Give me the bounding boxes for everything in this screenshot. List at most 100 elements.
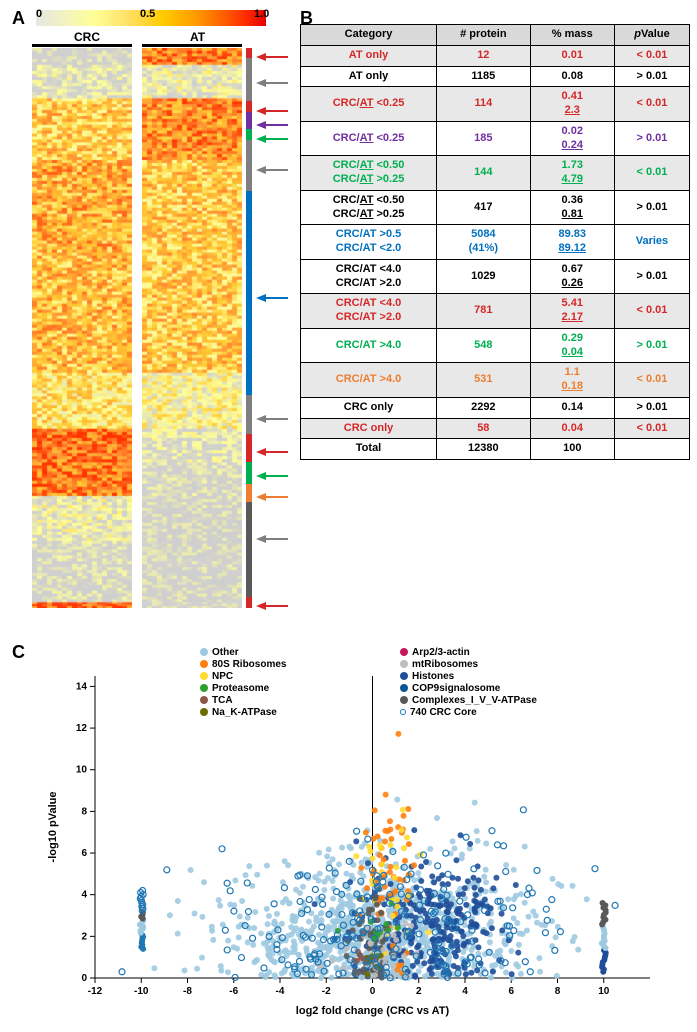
table-row: CRC/AT <0.251140.412.3< 0.01: [301, 87, 690, 122]
svg-text:-8: -8: [183, 986, 192, 997]
sidestrip-segment: [246, 140, 252, 190]
cell-mass: 0.360.81: [530, 190, 614, 225]
cell-mass: 0.01: [530, 45, 614, 66]
cell-category: CRC only: [301, 397, 437, 418]
legend-item: mtRibosomes: [400, 659, 600, 670]
svg-text:14: 14: [76, 681, 88, 692]
cell-mass: 89.8389.12: [530, 225, 614, 260]
side-arrow: [256, 489, 290, 507]
cell-pvalue: < 0.01: [614, 418, 689, 439]
svg-text:2: 2: [81, 931, 87, 942]
sidestrip-segment: [246, 484, 252, 502]
sidestrip-segment: [246, 502, 252, 597]
table-row: CRC/AT <4.0CRC/AT >2.07815.412.17< 0.01: [301, 294, 690, 329]
cell-category: CRC/AT <0.25: [301, 121, 437, 156]
cell-mass: 0.670.26: [530, 259, 614, 294]
svg-text:6: 6: [81, 848, 87, 859]
cell-pvalue: < 0.01: [614, 294, 689, 329]
svg-text:-12: -12: [88, 986, 103, 997]
cell-category: CRC/AT >0.5CRC/AT <2.0: [301, 225, 437, 260]
side-arrow: [256, 531, 290, 549]
svg-text:-4: -4: [276, 986, 285, 997]
table-row: CRC only580.04< 0.01: [301, 418, 690, 439]
svg-text:10: 10: [76, 765, 88, 776]
svg-text:log2 fold change (CRC vs AT): log2 fold change (CRC vs AT): [296, 1005, 450, 1017]
legend-item: 80S Ribosomes: [200, 659, 400, 670]
cell-pvalue: > 0.01: [614, 397, 689, 418]
side-arrow: [256, 290, 290, 308]
sidestrip-segment: [246, 129, 252, 140]
side-arrow: [256, 444, 290, 462]
legend-item: Arp2/3-actin: [400, 647, 600, 658]
table-row: CRC/AT >0.5CRC/AT <2.05084(41%)89.8389.1…: [301, 225, 690, 260]
svg-text:10: 10: [598, 986, 610, 997]
sidestrip-segment: [246, 462, 252, 483]
cell-pvalue: < 0.01: [614, 363, 689, 398]
side-arrow: [256, 49, 290, 67]
cell-protein: 12: [437, 45, 531, 66]
cell-mass: 0.08: [530, 66, 614, 87]
cell-protein: 58: [437, 418, 531, 439]
scale-tick-1: 1.0: [254, 8, 269, 20]
cell-category: Total: [301, 439, 437, 460]
svg-text:12: 12: [76, 723, 88, 734]
scale-tick-0: 0: [36, 8, 42, 20]
cell-mass: 0.020.24: [530, 121, 614, 156]
cell-pvalue: < 0.01: [614, 156, 689, 191]
cell-protein: 144: [437, 156, 531, 191]
table-row: CRC/AT <4.0CRC/AT >2.010290.670.26> 0.01: [301, 259, 690, 294]
cell-pvalue: > 0.01: [614, 259, 689, 294]
cell-mass: 0.412.3: [530, 87, 614, 122]
cell-pvalue: [614, 439, 689, 460]
sidestrip-segment: [246, 597, 252, 608]
cell-pvalue: Varies: [614, 225, 689, 260]
svg-text:-log10 pValue: -log10 pValue: [47, 792, 59, 863]
sidestrip-segment: [246, 395, 252, 434]
cell-protein: 781: [437, 294, 531, 329]
cell-pvalue: > 0.01: [614, 190, 689, 225]
cell-protein: 185: [437, 121, 531, 156]
panel-c-label: C: [12, 642, 25, 663]
svg-text:-10: -10: [134, 986, 149, 997]
table-row: CRC/AT <0.50CRC/AT >0.251441.734.79< 0.0…: [301, 156, 690, 191]
legend-item: Other: [200, 647, 400, 658]
cell-protein: 12380: [437, 439, 531, 460]
cell-mass: 100: [530, 439, 614, 460]
cell-protein: 417: [437, 190, 531, 225]
side-arrow: [256, 162, 290, 180]
cell-protein: 114: [437, 87, 531, 122]
svg-text:8: 8: [555, 986, 561, 997]
sidestrip-segment: [246, 112, 252, 129]
side-arrow: [256, 468, 290, 486]
cell-category: CRC/AT >4.0: [301, 328, 437, 363]
heatmap-topbar-left: [32, 44, 132, 47]
side-arrow: [256, 411, 290, 429]
svg-text:4: 4: [462, 986, 468, 997]
side-arrow: [256, 75, 290, 93]
panel-b-table-wrap: Category# protein% masspValueAT only120.…: [300, 24, 690, 460]
cell-category: CRC/AT <0.50CRC/AT >0.25: [301, 190, 437, 225]
table-row: CRC/AT <0.251850.020.24> 0.01: [301, 121, 690, 156]
table-row: AT only11850.08> 0.01: [301, 66, 690, 87]
cell-category: CRC/AT <0.50CRC/AT >0.25: [301, 156, 437, 191]
cell-category: CRC/AT <0.25: [301, 87, 437, 122]
svg-text:0: 0: [370, 986, 376, 997]
cell-category: AT only: [301, 45, 437, 66]
cell-pvalue: > 0.01: [614, 328, 689, 363]
cell-pvalue: > 0.01: [614, 121, 689, 156]
svg-text:0: 0: [81, 973, 87, 984]
cell-mass: 0.04: [530, 418, 614, 439]
svg-text:8: 8: [81, 806, 87, 817]
cell-mass: 5.412.17: [530, 294, 614, 329]
category-sidestrip: [246, 48, 252, 608]
cell-protein: 5084(41%): [437, 225, 531, 260]
sidestrip-segment: [246, 101, 252, 112]
cell-pvalue: < 0.01: [614, 45, 689, 66]
cell-protein: 531: [437, 363, 531, 398]
cell-category: CRC/AT <4.0CRC/AT >2.0: [301, 294, 437, 329]
sidestrip-segment: [246, 58, 252, 101]
cell-pvalue: < 0.01: [614, 87, 689, 122]
side-arrow: [256, 131, 290, 149]
svg-text:-6: -6: [229, 986, 238, 997]
cell-category: CRC only: [301, 418, 437, 439]
